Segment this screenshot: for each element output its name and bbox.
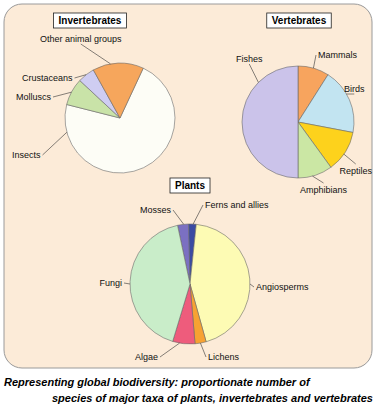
slice-label: Ferns and allies — [205, 200, 269, 210]
title-box — [54, 13, 127, 28]
chart-title: Plants — [175, 180, 205, 191]
slice-label: Insects — [12, 150, 41, 160]
pie-chart: Vertebrates Mammals Birds Reptiles Amphibian… — [236, 13, 372, 195]
slice-label: Molluscs — [16, 92, 52, 102]
slice-label: Lichens — [208, 352, 240, 362]
slice-label: Mammals — [318, 50, 358, 60]
leader-line — [81, 44, 111, 64]
leader-line — [75, 75, 87, 78]
slice-label: Amphibians — [300, 185, 348, 195]
pie-chart: Invertebrates Insects Molluscs Crustaceans O… — [12, 13, 175, 173]
leader-line — [53, 92, 71, 97]
pie-slice — [298, 122, 331, 178]
slices — [130, 224, 250, 344]
leader-line — [160, 343, 180, 357]
leader-line — [193, 205, 203, 224]
slice-label: Fungi — [99, 278, 122, 288]
caption: Representing global biodiversity: propor… — [4, 376, 311, 388]
figure: Invertebrates Insects Molluscs Crustaceans O… — [0, 0, 377, 412]
title-box — [267, 13, 331, 28]
leader-line — [173, 210, 184, 224]
title-box — [170, 178, 210, 193]
pie-slice — [93, 63, 143, 118]
slice-label: Birds — [344, 84, 365, 94]
caption: species of major taxa of plants, inverte… — [52, 392, 373, 404]
slices — [242, 66, 354, 178]
leader-line — [200, 343, 206, 357]
slice-label: Other animal groups — [40, 34, 122, 44]
chart-title: Invertebrates — [59, 15, 122, 26]
slice-label: Reptiles — [339, 166, 372, 176]
pie-chart: Plants Mosses Ferns and allies Angiosperms L… — [99, 178, 309, 362]
slice-label: Fishes — [236, 54, 263, 64]
leader-line — [312, 176, 323, 183]
slice-label: Algae — [135, 352, 158, 362]
leader-line — [313, 55, 316, 68]
leader-line — [344, 154, 356, 164]
leader-line — [249, 64, 258, 82]
slice-label: Angiosperms — [256, 282, 309, 292]
leader-line — [43, 132, 67, 155]
leader-line — [124, 283, 130, 284]
panel-frame — [4, 4, 372, 368]
chart-title: Vertebrates — [272, 15, 327, 26]
pie-slice — [242, 66, 298, 178]
leader-line — [346, 94, 354, 95]
slices — [65, 63, 175, 173]
slice-label: Mosses — [140, 205, 172, 215]
slice-label: Crustaceans — [22, 73, 73, 83]
pie-slice — [130, 225, 190, 341]
leader-line — [250, 284, 254, 287]
